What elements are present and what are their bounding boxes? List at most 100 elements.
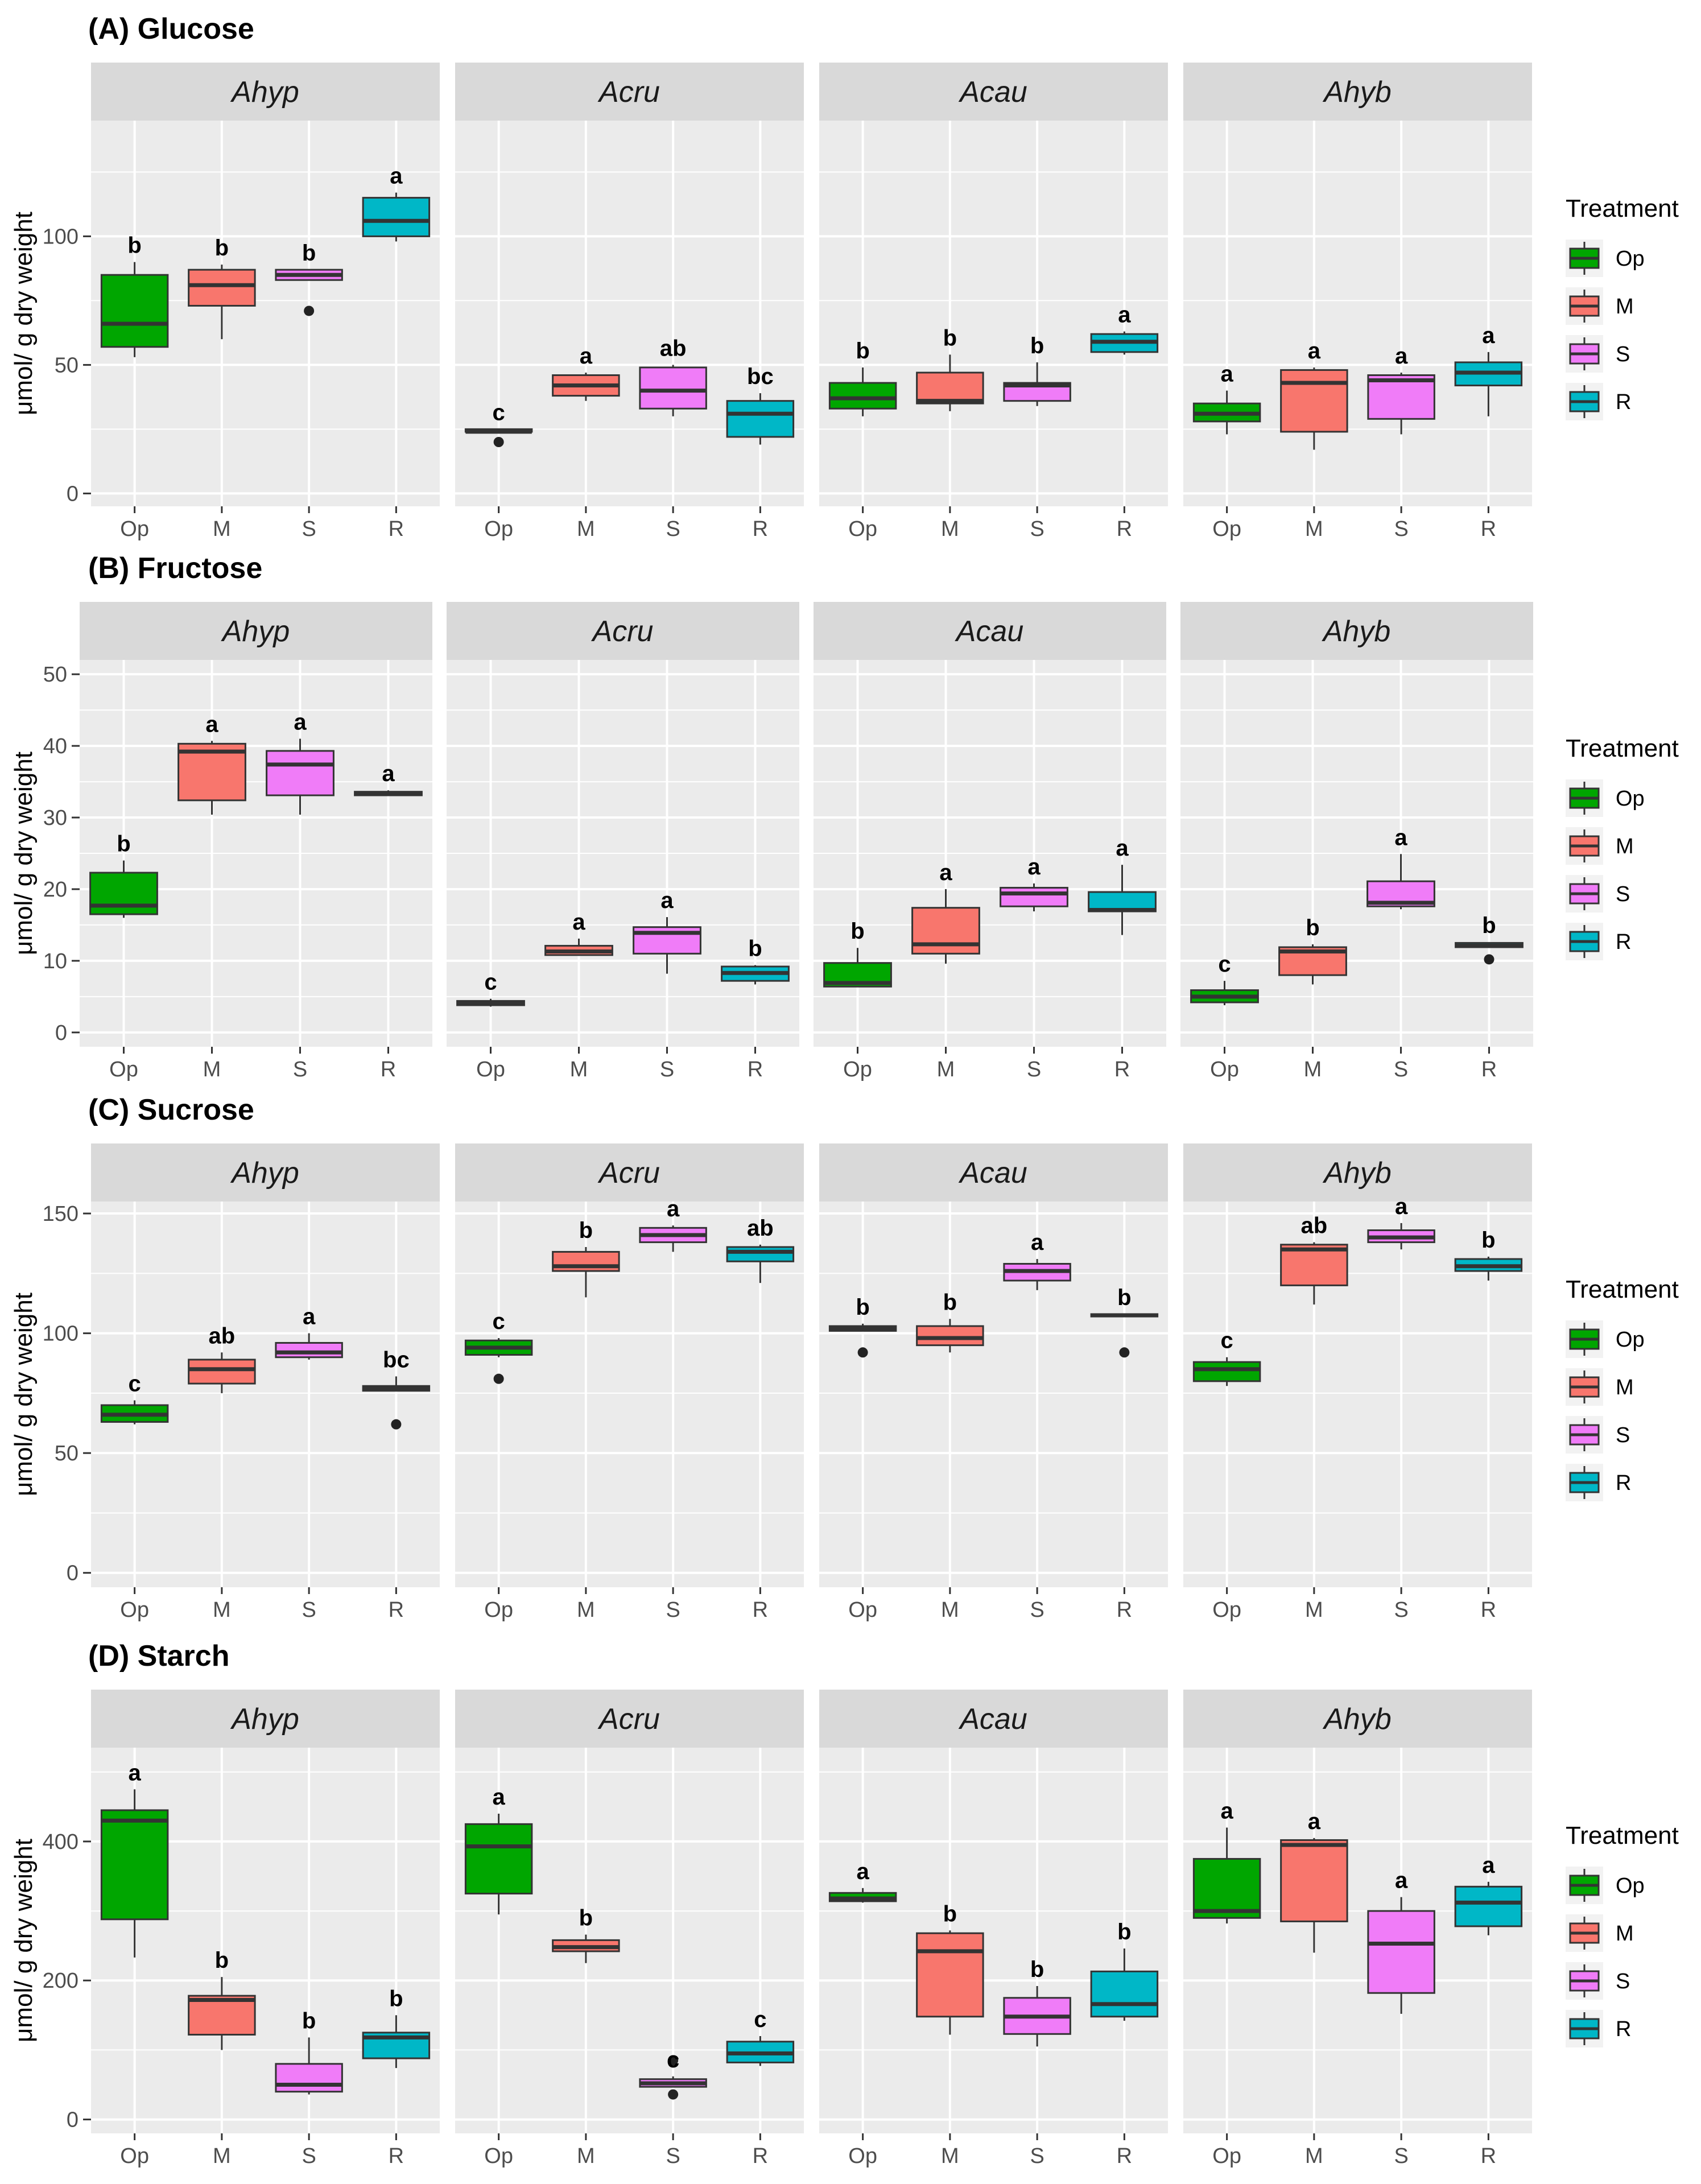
box-m: bM	[552, 1906, 620, 2168]
legend-item-s: S	[1566, 335, 1630, 373]
x-tick-label: R	[1481, 1598, 1496, 1622]
y-tick-label: 0	[67, 482, 79, 506]
x-tick-label: Op	[120, 517, 149, 541]
facet-strip-label: Acau	[958, 1703, 1027, 1736]
significance-letter: a	[382, 761, 395, 786]
legend-item-m: M	[1566, 1914, 1634, 1952]
box-m: aM	[1280, 338, 1348, 541]
box-m: bM	[1278, 915, 1347, 1081]
legend-title: Treatment	[1566, 1822, 1679, 1849]
legend-label: R	[1616, 2017, 1631, 2041]
x-tick-label: R	[389, 1598, 404, 1622]
box-s: aS	[639, 1196, 707, 1622]
facet-strip-label: Ahyb	[1322, 615, 1391, 648]
significance-letter: c	[484, 970, 497, 995]
box-body	[266, 750, 335, 796]
x-tick-label: S	[1030, 2144, 1044, 2168]
chart-title: (D) Starch	[88, 1640, 229, 1673]
x-tick-label: Op	[484, 1598, 513, 1622]
significance-letter: a	[1221, 362, 1234, 387]
legend-item-m: M	[1566, 1368, 1634, 1406]
significance-letter: a	[1031, 1230, 1044, 1255]
legend-title: Treatment	[1566, 734, 1679, 762]
box-m: ab M	[1280, 1213, 1348, 1622]
box-body	[188, 269, 256, 307]
box-r: aR	[1454, 1853, 1523, 2168]
chart-fructose: (B) Fructose μmol/ g dry weight 0 10 20 30 40 5…	[10, 552, 1679, 1081]
y-axis-label: μmol/ g dry weight	[10, 1839, 38, 2042]
legend: Treatment Op M SR	[1566, 1275, 1679, 1501]
outlier-point	[668, 2055, 679, 2066]
significance-letter: a	[1394, 825, 1407, 850]
x-tick-label: Op	[1210, 1058, 1239, 1081]
x-tick-label: R	[1114, 1058, 1130, 1081]
legend-item-r: R	[1566, 2010, 1631, 2047]
legend-item-r: R	[1566, 923, 1631, 960]
x-tick-label: Op	[848, 517, 877, 541]
plot-background	[819, 1202, 1168, 1587]
y-tick-label: 400	[43, 1830, 79, 1854]
box-m: bM	[916, 1901, 984, 2168]
significance-letter: a	[580, 344, 593, 369]
box-op: c Op	[464, 400, 533, 541]
significance-letter: a	[939, 860, 952, 885]
x-tick-label: R	[1481, 1058, 1497, 1081]
facet-strip-label: Acru	[591, 615, 654, 648]
y-tick-label: 200	[43, 1969, 79, 1993]
box-op: a Op	[464, 1785, 533, 2168]
box-r: bR	[1454, 1228, 1523, 1622]
y-tick-label: 30	[43, 806, 67, 830]
significance-letter: a	[572, 910, 585, 935]
box-body	[726, 400, 795, 438]
x-tick-label: S	[293, 1058, 307, 1081]
significance-letter: b	[1030, 333, 1044, 358]
box-r: cR	[726, 2007, 795, 2168]
chart-title: (A) Glucose	[88, 13, 254, 46]
box-s: bS	[1003, 1957, 1071, 2168]
box-op: c Op	[100, 1372, 169, 1622]
significance-letter: b	[943, 1901, 957, 1926]
box-op: a Op	[1192, 362, 1261, 541]
box-body	[1367, 1910, 1435, 1994]
plot-background	[455, 1748, 804, 2133]
box-body	[1280, 1244, 1348, 1286]
facet-strip-label: Acau	[955, 615, 1024, 648]
box-s: aS	[1003, 1230, 1071, 1622]
y-tick-label: 10	[43, 949, 67, 973]
significance-letter: b	[579, 1218, 593, 1243]
box-m: bM	[916, 1290, 984, 1622]
x-tick-label: R	[1117, 517, 1132, 541]
facet-strip	[1180, 602, 1533, 660]
x-tick-label: S	[1027, 1058, 1041, 1081]
x-tick-label: S	[302, 517, 316, 541]
box-r: aR	[1454, 323, 1523, 541]
box-body	[1192, 1361, 1261, 1382]
box-r: bR	[1455, 913, 1524, 1081]
plot-background	[819, 121, 1168, 506]
chart-glucose: (A) Glucose μmol/ g dry weight 0 50 100 Ahyp b…	[10, 13, 1679, 541]
x-tick-label: M	[213, 517, 231, 541]
chart-title: (C) Sucrose	[88, 1093, 254, 1126]
significance-letter: b	[856, 338, 869, 364]
facet-strip	[1183, 63, 1532, 121]
x-tick-label: M	[203, 1058, 221, 1081]
legend-label: R	[1616, 1471, 1631, 1495]
box-s: aS	[1367, 1868, 1435, 2168]
significance-letter: b	[748, 936, 762, 961]
significance-letter: b	[579, 1906, 593, 1931]
significance-letter: b	[302, 241, 316, 266]
significance-letter: b	[389, 1986, 403, 2011]
significance-letter: a	[1395, 344, 1408, 369]
box-m: aM	[911, 860, 980, 1081]
box-body	[100, 274, 169, 348]
facet-strip-label: Ahyb	[1322, 1157, 1392, 1190]
legend-item-op: Op	[1566, 779, 1645, 817]
significance-letter: a	[1221, 1798, 1234, 1823]
plot-background	[91, 1202, 440, 1587]
x-tick-label: R	[753, 1598, 768, 1622]
x-tick-label: R	[748, 1058, 763, 1081]
significance-letter: c	[493, 400, 505, 425]
x-tick-label: R	[1117, 1598, 1132, 1622]
outlier-point	[493, 1373, 504, 1384]
